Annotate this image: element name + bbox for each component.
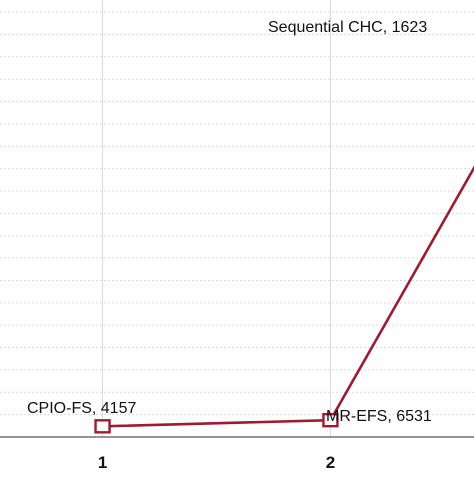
data-point-marker xyxy=(94,419,111,434)
markers xyxy=(94,413,339,434)
x-tick-label-1: 1 xyxy=(98,453,107,472)
series-layer xyxy=(102,165,474,428)
series-line xyxy=(102,165,474,428)
annotation-cpio-fs: CPIO-FS, 4157 xyxy=(27,400,136,417)
grid xyxy=(0,0,474,437)
x-tick-label-2: 2 xyxy=(326,453,335,472)
data-point-marker xyxy=(322,413,339,428)
annotation-sequential-chc: Sequential CHC, 1623 xyxy=(268,19,427,36)
annotation-mr-efs: MR-EFS, 6531 xyxy=(326,408,432,425)
